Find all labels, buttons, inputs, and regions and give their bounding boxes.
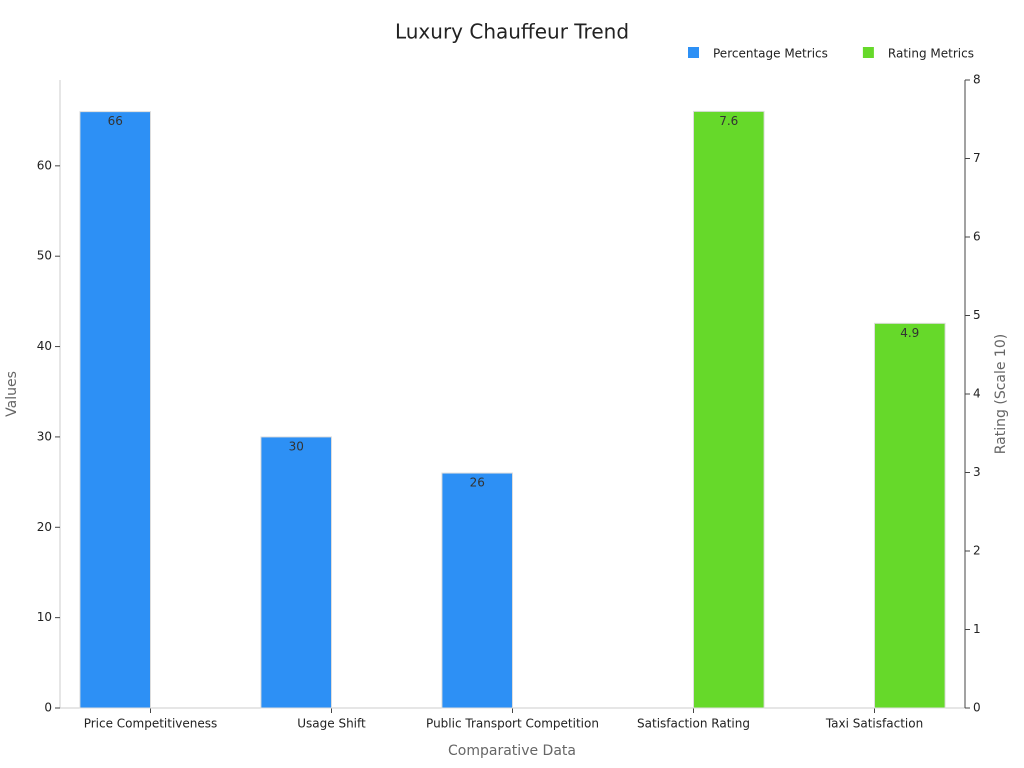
chart-title: Luxury Chauffeur Trend [395,20,629,44]
x-tick-label: Satisfaction Rating [637,717,750,731]
y2-axis-title: Rating (Scale 10) [993,334,1009,454]
y-axis-title: Values [4,371,20,417]
bar [693,110,765,709]
x-tick-label: Public Transport Competition [426,717,599,731]
y-tick-label: 40 [37,339,52,353]
y2-tick-label: 6 [973,230,981,244]
y-tick-label: 10 [37,610,52,624]
x-tick-label: Price Competitiveness [84,717,218,731]
y2-tick-label: 5 [973,308,981,322]
bar [874,322,946,709]
data-label: 30 [289,439,304,453]
legend-label: Percentage Metrics [713,47,828,61]
y-tick-label: 20 [37,520,52,534]
y2-tick-label: 2 [973,544,981,558]
legend-swatch [862,47,874,58]
bar [441,472,513,709]
y2-tick-label: 3 [973,465,981,479]
x-tick-label: Taxi Satisfaction [825,717,923,731]
y2-tick-label: 7 [973,151,981,165]
y2-tick-label: 1 [973,622,981,636]
bar [79,111,151,709]
y-tick-label: 0 [44,701,52,715]
legend-swatch [688,47,699,58]
data-label: 7.6 [719,114,738,128]
x-axis-title: Comparative Data [448,743,576,759]
x-tick-label: Usage Shift [297,717,366,731]
data-label: 26 [470,476,485,490]
data-label: 4.9 [900,326,919,340]
y-tick-label: 50 [37,249,52,263]
legend-label: Rating Metrics [888,47,974,61]
y-tick-label: 60 [37,158,52,172]
y2-tick-label: 4 [973,387,981,401]
y2-tick-label: 8 [973,73,981,87]
data-label: 66 [108,114,123,128]
y2-tick-label: 0 [973,701,981,715]
y-tick-label: 30 [37,429,52,443]
bar [260,436,332,709]
